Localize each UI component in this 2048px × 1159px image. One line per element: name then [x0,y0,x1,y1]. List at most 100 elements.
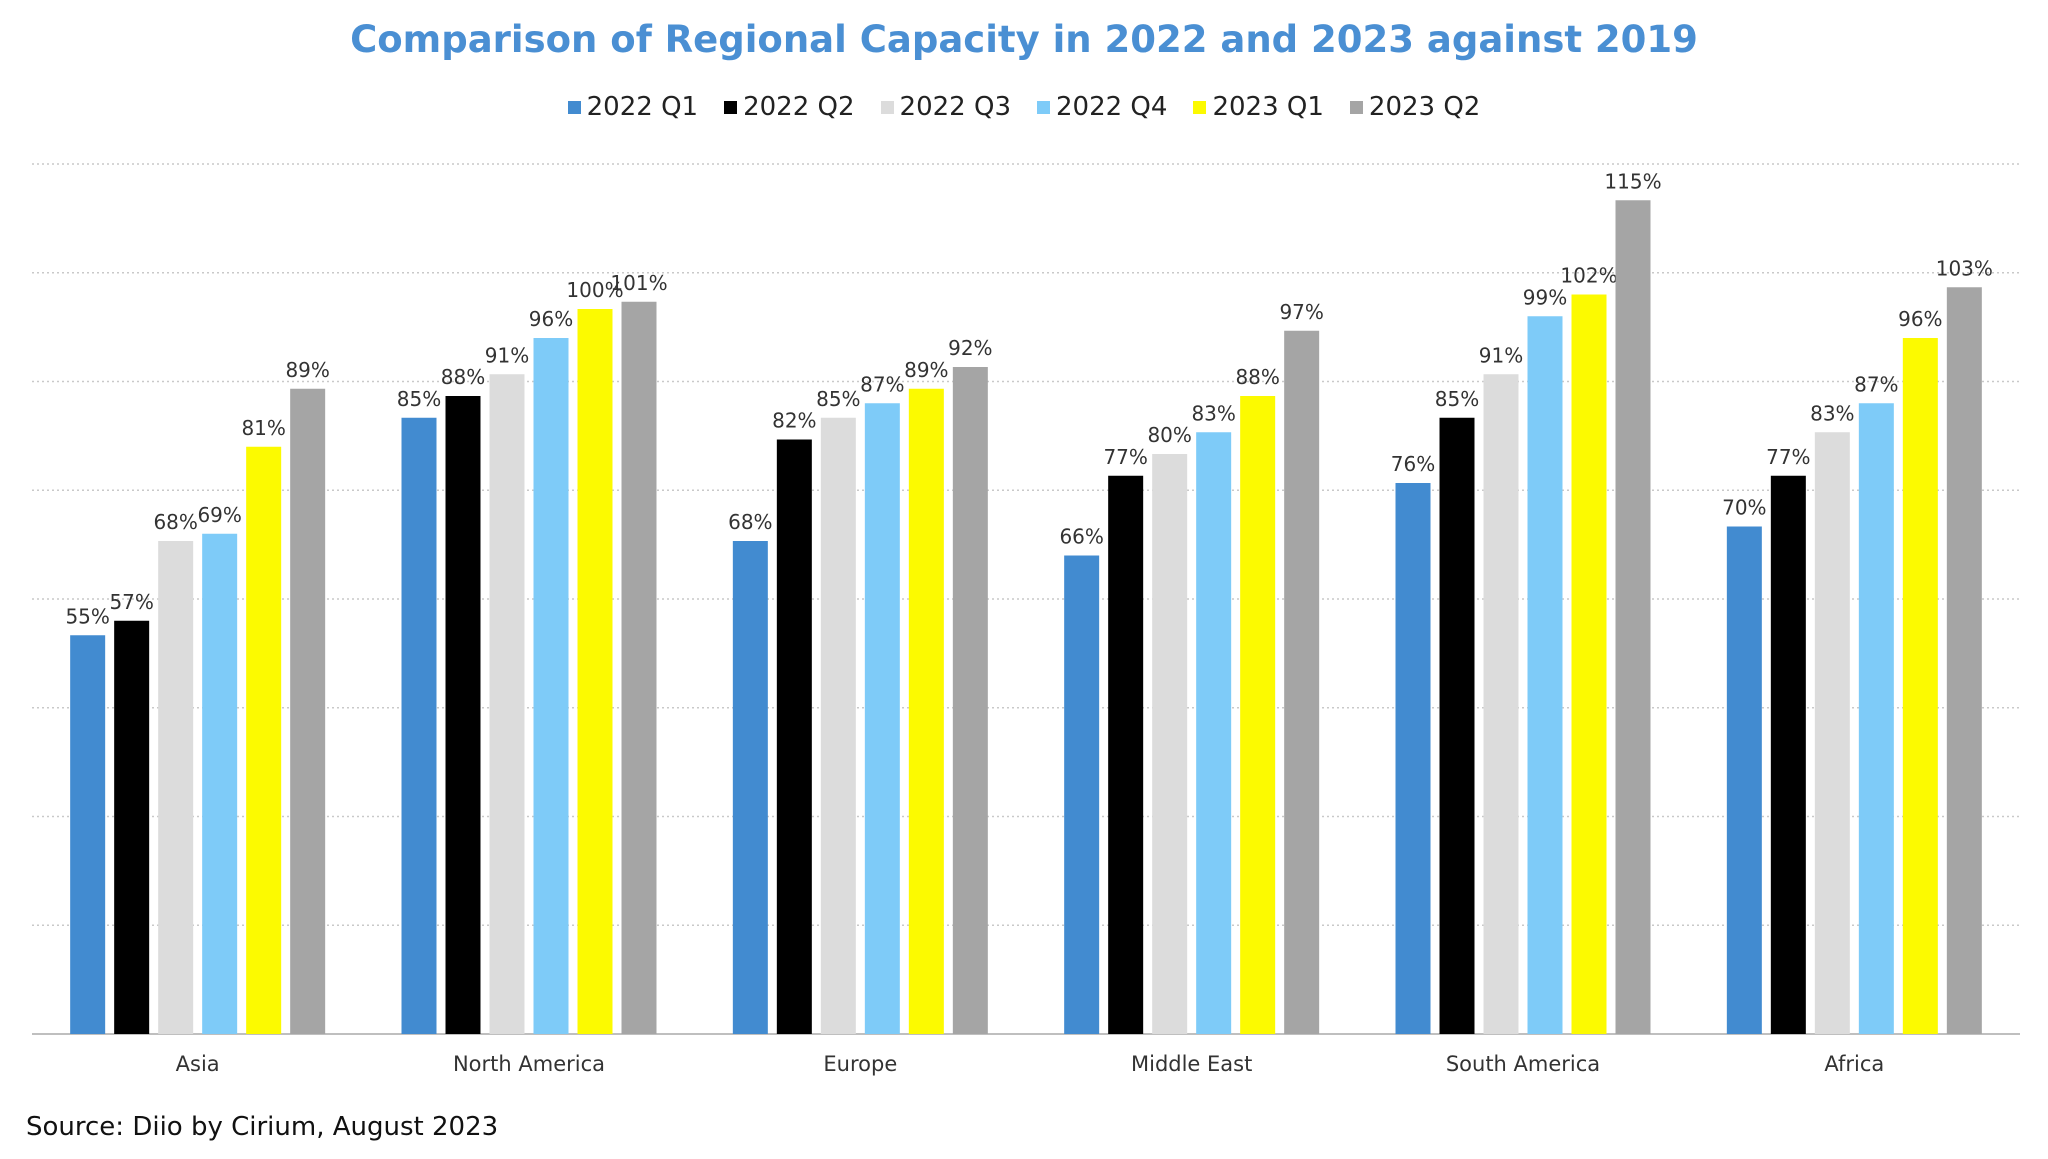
bar-5-5 [1946,287,1982,1034]
bar-2-1 [776,439,812,1034]
data-label-0-1: 57% [109,590,153,614]
bar-1-0 [401,417,437,1034]
legend: 2022 Q1 2022 Q2 2022 Q3 2022 Q4 2023 Q1 … [0,92,2048,122]
legend-label-2022-q3: 2022 Q3 [899,92,1011,122]
data-label-0-3: 69% [197,503,241,527]
data-label-5-4: 96% [1898,307,1942,331]
source-note: Source: Diio by Cirium, August 2023 [26,1112,499,1142]
data-label-4-3: 99% [1523,285,1567,309]
legend-label-2022-q1: 2022 Q1 [586,92,699,122]
bar-chart: 55%57%68% 69%81%89%Asia85%88%91%96%100%10… [32,163,2020,1076]
bar-2-0 [732,541,768,1034]
data-label-2-3: 87% [860,372,904,396]
category-label-3: Middle East [1131,1052,1252,1076]
bar-5-1 [1770,475,1806,1034]
bar-5-3 [1858,403,1894,1034]
bar-2-2 [820,417,856,1034]
data-label-2-5: 92% [948,336,992,360]
data-label-3-4: 88% [1235,365,1279,389]
data-label-5-1: 77% [1766,445,1810,469]
bar-1-3 [533,338,569,1034]
data-label-2-2: 85% [816,387,860,411]
bar-0-0 [70,635,106,1034]
data-label-4-5: 115% [1604,169,1661,193]
legend-item-2022-q1: 2022 Q1 [567,92,699,122]
data-label-1-4: 100% [566,278,623,302]
data-label-1-2: 91% [485,343,529,367]
data-label-0-2: 68% [153,510,197,534]
data-label-0-0: 55% [65,604,109,628]
data-label-4-1: 85% [1435,387,1479,411]
legend-label-2022-q4: 2022 Q4 [1056,92,1168,122]
category-label-4: South America [1446,1052,1600,1076]
data-label-3-3: 83% [1191,401,1235,425]
category-label-2: Europe [823,1052,897,1076]
legend-label-2023-q2: 2023 Q2 [1368,92,1481,122]
bar-1-5 [621,301,657,1034]
bar-4-4 [1571,294,1607,1034]
bar-4-0 [1395,483,1431,1034]
bar-2-4 [908,388,944,1034]
legend-item-2022-q3: 2022 Q3 [880,92,1011,122]
data-label-2-1: 82% [772,409,816,433]
legend-swatch-2022-q1 [567,100,581,114]
data-label-1-0: 85% [397,387,441,411]
data-label-4-0: 76% [1391,452,1435,476]
data-label-3-0: 66% [1059,525,1103,549]
bar-5-0 [1726,526,1762,1034]
bar-1-4 [577,309,613,1034]
legend-label-2022-q2: 2022 Q2 [743,92,855,122]
bar-3-3 [1196,432,1232,1034]
data-label-2-0: 68% [728,510,772,534]
data-label-5-5: 103% [1936,256,1993,280]
bar-1-2 [489,374,525,1034]
data-label-0-4: 81% [241,416,285,440]
data-label-1-5: 101% [610,271,667,295]
data-label-3-1: 77% [1103,445,1147,469]
legend-item-2023-q2: 2023 Q2 [1349,92,1481,122]
bar-3-5 [1284,330,1320,1034]
data-label-4-2: 91% [1479,343,1523,367]
bar-0-1 [114,620,150,1034]
bar-3-0 [1064,555,1100,1034]
data-label-2-4: 89% [904,358,948,382]
data-label-1-3: 96% [529,307,573,331]
legend-swatch-2022-q3 [880,100,894,114]
data-label-1-1: 88% [441,365,485,389]
data-label-0-5: 89% [285,358,329,382]
data-label-5-2: 83% [1810,401,1854,425]
data-label-4-4: 102% [1560,264,1617,288]
legend-item-2022-q2: 2022 Q2 [724,92,855,122]
legend-swatch-2023-q2 [1349,100,1363,114]
category-label-0: Asia [176,1052,220,1076]
bar-0-3 [202,533,238,1034]
legend-swatch-2023-q1 [1193,100,1207,114]
bar-3-2 [1152,454,1188,1034]
legend-label-2023-q1: 2023 Q1 [1212,92,1324,122]
chart-title: Comparison of Regional Capacity in 2022 … [350,18,1698,61]
bar-4-5 [1615,200,1651,1034]
bar-5-2 [1814,432,1850,1034]
bar-0-2 [158,541,194,1034]
bar-4-3 [1527,316,1563,1034]
bar-2-3 [864,403,900,1034]
category-label-5: Africa [1824,1052,1884,1076]
bar-4-2 [1483,374,1519,1034]
category-label-1: North America [453,1052,605,1076]
bar-0-5 [290,388,326,1034]
legend-item-2023-q1: 2023 Q1 [1193,92,1324,122]
bar-4-1 [1439,417,1475,1034]
legend-swatch-2022-q4 [1037,100,1050,114]
data-label-3-2: 80% [1147,423,1191,447]
data-label-3-5: 97% [1279,300,1323,324]
bar-0-4 [246,446,282,1034]
bar-5-4 [1902,338,1938,1034]
data-label-5-3: 87% [1854,372,1898,396]
legend-item-2022-q4: 2022 Q4 [1037,92,1167,122]
legend-swatch-2022-q2 [724,100,738,114]
bar-1-1 [445,396,481,1034]
bar-2-5 [952,367,988,1034]
bar-3-1 [1108,475,1144,1034]
bar-3-4 [1240,396,1276,1034]
data-label-5-0: 70% [1722,496,1766,520]
